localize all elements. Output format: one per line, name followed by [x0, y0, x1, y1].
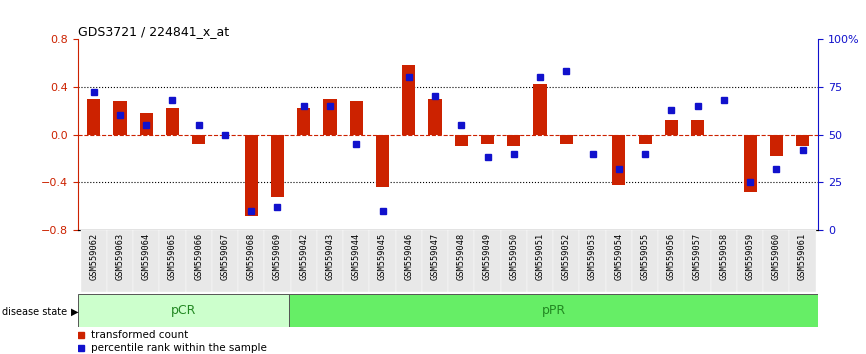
Bar — [81, 230, 107, 292]
Bar — [245, 135, 258, 216]
Bar — [481, 135, 494, 144]
Text: pCR: pCR — [171, 304, 197, 317]
Bar — [632, 230, 658, 292]
Text: GSM559067: GSM559067 — [221, 233, 229, 280]
Text: GSM559057: GSM559057 — [693, 233, 702, 280]
Bar — [770, 135, 783, 156]
Bar — [475, 230, 501, 292]
Bar — [107, 230, 133, 292]
Text: GSM559042: GSM559042 — [300, 233, 308, 280]
Text: GSM559065: GSM559065 — [168, 233, 177, 280]
Bar — [455, 135, 468, 147]
Bar — [264, 230, 291, 292]
Bar — [527, 230, 553, 292]
Bar — [291, 230, 317, 292]
Text: GSM559053: GSM559053 — [588, 233, 597, 280]
Bar — [790, 230, 816, 292]
Text: GSM559045: GSM559045 — [378, 233, 387, 280]
Bar — [133, 230, 159, 292]
Text: GSM559049: GSM559049 — [483, 233, 492, 280]
Bar — [139, 113, 152, 135]
Bar — [402, 65, 416, 135]
Text: GSM559055: GSM559055 — [641, 233, 650, 280]
Bar — [744, 135, 757, 192]
Text: GSM559050: GSM559050 — [509, 233, 518, 280]
Text: disease state: disease state — [2, 307, 67, 316]
Bar — [192, 135, 205, 144]
Bar — [376, 135, 389, 187]
Bar — [612, 135, 625, 185]
Bar — [271, 135, 284, 197]
Text: GDS3721 / 224841_x_at: GDS3721 / 224841_x_at — [78, 25, 229, 38]
Bar — [796, 135, 809, 147]
Bar — [317, 230, 343, 292]
Text: transformed count: transformed count — [91, 330, 188, 340]
Bar — [297, 108, 310, 135]
Text: GSM559048: GSM559048 — [456, 233, 466, 280]
Text: GSM559047: GSM559047 — [430, 233, 440, 280]
Bar — [350, 101, 363, 135]
Bar — [605, 230, 632, 292]
Text: GSM559043: GSM559043 — [326, 233, 334, 280]
Text: GSM559056: GSM559056 — [667, 233, 675, 280]
Text: GSM559058: GSM559058 — [720, 233, 728, 280]
Bar — [323, 99, 337, 135]
Text: GSM559046: GSM559046 — [404, 233, 413, 280]
Text: percentile rank within the sample: percentile rank within the sample — [91, 343, 267, 353]
Bar — [658, 230, 684, 292]
Bar — [159, 230, 185, 292]
Bar — [737, 230, 763, 292]
Bar — [87, 99, 100, 135]
Bar — [579, 230, 605, 292]
Text: GSM559064: GSM559064 — [142, 233, 151, 280]
Text: GSM559059: GSM559059 — [746, 233, 754, 280]
Text: GSM559054: GSM559054 — [614, 233, 624, 280]
Bar — [449, 230, 475, 292]
Bar — [638, 135, 651, 144]
Text: GSM559063: GSM559063 — [115, 233, 125, 280]
Bar — [289, 294, 818, 327]
Text: GSM559061: GSM559061 — [798, 233, 807, 280]
Bar — [396, 230, 422, 292]
Bar — [370, 230, 396, 292]
Text: GSM559044: GSM559044 — [352, 233, 361, 280]
Bar — [559, 135, 573, 144]
Bar — [763, 230, 790, 292]
Text: GSM559068: GSM559068 — [247, 233, 255, 280]
Text: pPR: pPR — [542, 304, 566, 317]
Text: GSM559066: GSM559066 — [194, 233, 204, 280]
Bar — [212, 230, 238, 292]
Bar — [691, 120, 704, 135]
Bar — [422, 230, 449, 292]
Bar — [507, 135, 520, 147]
Bar — [78, 294, 289, 327]
Text: GSM559060: GSM559060 — [772, 233, 781, 280]
Text: GSM559069: GSM559069 — [273, 233, 282, 280]
Bar — [343, 230, 370, 292]
Text: GSM559052: GSM559052 — [562, 233, 571, 280]
Bar — [711, 230, 737, 292]
Text: ▶: ▶ — [71, 307, 79, 316]
Text: GSM559062: GSM559062 — [89, 233, 98, 280]
Bar — [113, 101, 126, 135]
Bar — [501, 230, 527, 292]
Bar — [238, 230, 264, 292]
Bar — [684, 230, 711, 292]
Bar — [533, 84, 546, 135]
Bar — [166, 108, 179, 135]
Bar — [665, 120, 678, 135]
Bar — [185, 230, 212, 292]
Text: GSM559051: GSM559051 — [535, 233, 545, 280]
Bar — [553, 230, 579, 292]
Bar — [429, 99, 442, 135]
